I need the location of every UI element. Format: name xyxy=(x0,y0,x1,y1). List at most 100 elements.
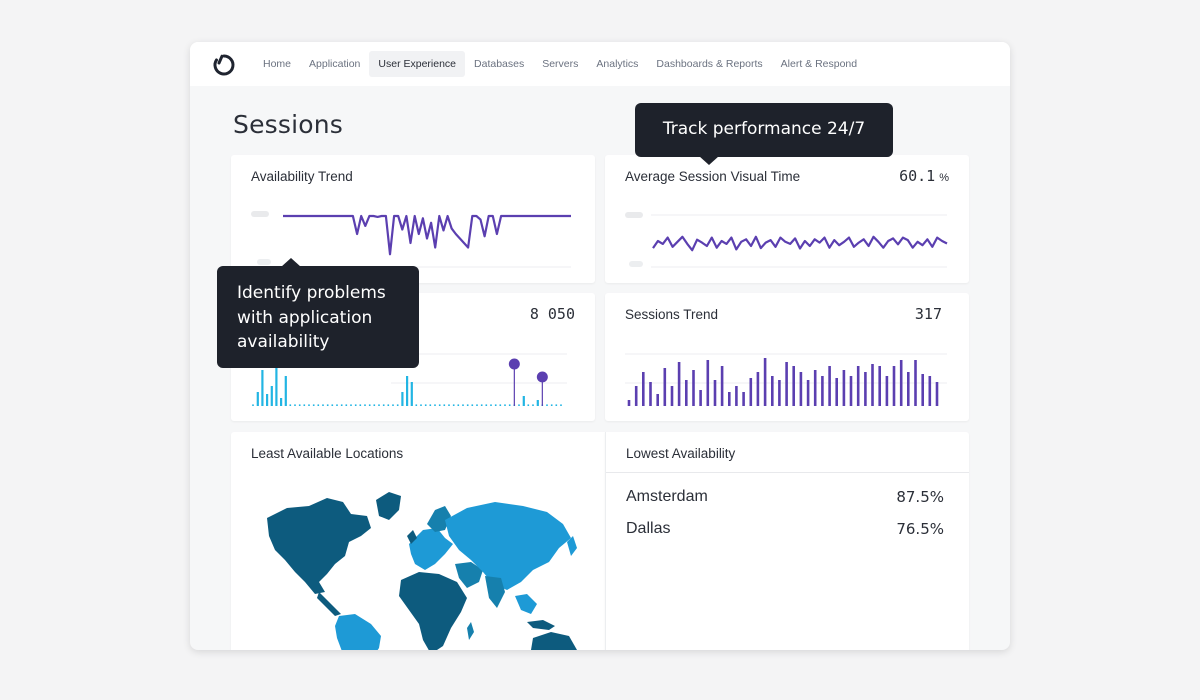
location-name: Amsterdam xyxy=(626,488,708,505)
errors-marker[interactable] xyxy=(536,371,548,383)
errors-baseline-dot xyxy=(462,404,464,406)
sessions-trend-card[interactable]: Sessions Trend 317 xyxy=(605,293,969,421)
identify-problems-text: Identify problems with application avail… xyxy=(237,281,386,355)
sessions-bar xyxy=(749,378,753,406)
errors-bar xyxy=(406,376,409,406)
errors-baseline-dot xyxy=(490,404,492,406)
sessions-bar xyxy=(627,400,631,406)
errors-baseline-dot xyxy=(499,404,502,406)
errors-baseline-dot xyxy=(317,404,320,406)
world-map-shapes xyxy=(267,492,577,650)
sessions-bar xyxy=(871,364,874,406)
sessions-bar xyxy=(914,360,917,406)
sessions-bar xyxy=(670,386,674,406)
errors-baseline-dot xyxy=(294,404,296,406)
track-performance-text: Track performance 24/7 xyxy=(662,119,866,139)
tooltip-arrow xyxy=(699,156,719,165)
errors-baseline-dot xyxy=(359,404,362,406)
sessions-bar xyxy=(692,370,695,406)
sessions-bar xyxy=(806,380,810,406)
errors-baseline-dot xyxy=(466,404,469,406)
errors-baseline-dot xyxy=(527,404,530,406)
sessions-bar xyxy=(706,360,710,406)
sessions-bar xyxy=(835,378,838,406)
sessions-bar xyxy=(778,380,781,406)
location-availability: 76.5% xyxy=(896,520,944,538)
errors-baseline-dot xyxy=(354,404,357,406)
errors-marker[interactable] xyxy=(508,358,520,370)
sessions-bar xyxy=(921,374,924,406)
errors-baseline-dot xyxy=(476,404,478,406)
errors-baseline-dot xyxy=(471,404,474,406)
errors-baseline-dot xyxy=(485,404,488,406)
avg-session-visual-time-card[interactable]: Average Session Visual Time 60.1% xyxy=(605,155,969,283)
world-map xyxy=(267,492,577,650)
lowest-availability-row[interactable]: Dallas 76.5% xyxy=(626,520,944,538)
sessions-bar xyxy=(720,366,724,406)
avg-session-visual-time-number: 60.1 xyxy=(899,167,936,185)
sessions-bar xyxy=(699,390,702,406)
sessions-trend-bars xyxy=(627,358,939,406)
errors-baseline-dot xyxy=(396,404,399,406)
sessions-bar xyxy=(821,376,824,406)
sessions-bar xyxy=(892,366,896,406)
nav-item-databases[interactable]: Databases xyxy=(474,58,525,70)
lowest-availability-row[interactable]: Amsterdam 87.5% xyxy=(626,488,944,506)
sessions-bar xyxy=(642,372,645,406)
sessions-bar xyxy=(842,370,846,406)
sessions-bar xyxy=(663,368,667,406)
errors-baseline-dot xyxy=(415,404,418,406)
lowest-availability-card[interactable]: Lowest Availability Amsterdam 87.5% Dall… xyxy=(605,432,969,650)
errors-baseline-dot xyxy=(303,404,306,406)
errors-bar xyxy=(536,400,539,406)
sessions-bar xyxy=(785,362,788,406)
errors-bar xyxy=(284,376,287,406)
sessions-bar xyxy=(728,392,731,406)
avg-session-visual-time-line xyxy=(652,235,948,252)
nav-item-home[interactable]: Home xyxy=(263,58,292,70)
lowest-availability-divider xyxy=(606,472,969,473)
sessions-bar xyxy=(763,358,767,406)
least-available-locations-title: Least Available Locations xyxy=(251,446,404,461)
sessions-trend-value: 317 xyxy=(914,305,942,323)
errors-baseline-dot xyxy=(494,404,497,406)
errors-baseline-dot xyxy=(438,404,441,406)
avg-session-visual-time-title: Average Session Visual Time xyxy=(625,169,801,184)
least-available-locations-card[interactable]: Least Available Locations xyxy=(231,432,605,650)
errors-baseline-dot xyxy=(382,404,385,406)
errors-baseline-dot xyxy=(298,404,301,406)
nav-item-dashboards-reports[interactable]: Dashboards & Reports xyxy=(656,58,763,70)
sessions-bar xyxy=(864,372,867,406)
errors-baseline-dot xyxy=(350,404,352,406)
sessions-bar xyxy=(849,376,853,406)
errors-baseline-dot xyxy=(504,404,506,406)
availability-trend-line xyxy=(283,214,571,256)
errors-baseline-dot xyxy=(312,404,315,406)
errors-baseline-dot xyxy=(331,404,334,406)
errors-baseline-dot xyxy=(429,404,432,406)
errors-bar xyxy=(410,382,413,406)
nav-item-alert-respond[interactable]: Alert & Respond xyxy=(780,58,858,70)
errors-baseline-dot xyxy=(560,404,562,406)
availability-trend-title: Availability Trend xyxy=(251,169,353,184)
nav-item-analytics[interactable]: Analytics xyxy=(596,58,639,70)
nav-item-user-experience[interactable]: User Experience xyxy=(369,51,466,77)
errors-baseline-dot xyxy=(420,404,422,406)
errors-trend-bars xyxy=(252,358,562,406)
sessions-trend-chart xyxy=(625,353,947,406)
nav-item-application[interactable]: Application xyxy=(309,58,361,70)
sessions-bar xyxy=(828,366,831,406)
sessions-bar xyxy=(735,386,738,406)
nav-item-servers[interactable]: Servers xyxy=(542,58,579,70)
lowest-availability-title: Lowest Availability xyxy=(626,446,736,461)
logo-icon[interactable] xyxy=(212,53,236,77)
errors-baseline-dot xyxy=(448,404,450,406)
errors-baseline-dot xyxy=(308,404,310,406)
errors-bar xyxy=(275,362,278,406)
sessions-bar xyxy=(813,370,817,406)
sessions-bar xyxy=(685,380,688,406)
sessions-bar xyxy=(771,376,774,406)
identify-problems-tooltip: Identify problems with application avail… xyxy=(217,258,419,368)
errors-baseline-dot xyxy=(546,404,548,406)
avg-session-visual-time-value: 60.1% xyxy=(899,167,949,185)
